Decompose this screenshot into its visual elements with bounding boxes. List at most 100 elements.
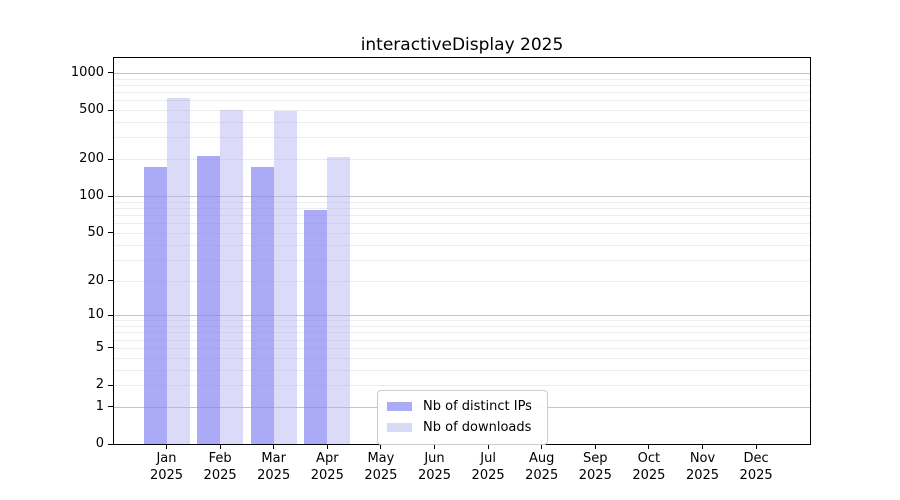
x-tick-mark [755,444,757,449]
gridline-minor [114,385,810,386]
y-tick-mark [108,109,113,111]
gridline-minor [114,215,810,216]
gridline-minor [114,259,810,261]
x-tick-label: Feb 2025 [188,450,252,484]
y-tick-label: 5 [95,339,104,355]
x-tick-month: Oct [637,451,661,466]
legend-swatch-downloads [387,423,412,432]
y-tick-mark [108,384,113,386]
x-tick-mark [648,444,650,449]
x-tick-month: Sep [583,451,608,466]
gridline-minor [114,159,810,161]
x-tick-month: Aug [528,451,555,466]
x-tick-year: 2025 [364,468,398,483]
gridline-minor [114,78,810,80]
grid-layer [114,58,810,444]
legend-row-downloads: Nb of downloads [387,417,538,438]
x-tick-label: Sep 2025 [563,450,627,484]
x-tick-year: 2025 [578,468,612,483]
y-tick-label: 10 [87,307,104,323]
y-tick-mark [108,72,113,74]
x-tick-month: May [367,451,395,466]
y-tick-label: 1 [95,398,104,414]
bar-distinct-ips [197,155,221,444]
legend-label-downloads: Nb of downloads [423,420,532,435]
x-tick-mark [487,444,489,449]
x-tick-mark [541,444,543,449]
x-tick-year: 2025 [525,468,559,483]
x-tick-mark [594,444,596,449]
y-tick-label: 200 [79,151,104,167]
x-tick-year: 2025 [685,468,720,483]
x-tick-label: Jan 2025 [135,450,199,484]
gridline-major [114,72,810,74]
gridline-minor [114,137,810,139]
y-tick-mark [108,406,113,408]
x-tick-label: Oct 2025 [617,450,681,484]
gridline-minor [114,339,810,341]
x-tick-mark [219,444,221,449]
x-tick-label: Aug 2025 [510,450,574,484]
y-tick-label: 20 [87,272,104,288]
gridline-major [114,315,810,317]
bar-downloads [273,110,297,444]
gridline-minor [114,326,810,327]
legend-row-distinct-ips: Nb of distinct IPs [387,396,538,417]
bar-downloads [166,98,190,444]
gridline-minor [114,369,810,371]
x-tick-month: Nov [689,451,716,466]
bar-layer [114,58,810,444]
gridline-minor [114,244,810,246]
gridline-minor [114,357,810,359]
x-tick-label: Dec 2025 [724,450,788,484]
x-tick-year: 2025 [739,468,773,483]
x-tick-label: Jul 2025 [456,450,520,484]
gridline-minor [114,92,810,93]
x-tick-year: 2025 [471,468,505,483]
gridline-minor [114,320,810,322]
y-tick-mark [108,443,113,445]
x-tick-mark [273,444,275,449]
plot-area: 0 1 2 5 10 20 50 100 200 500 1000 Jan 2025 Feb 2025 Mar… [71,57,811,483]
y-tick-mark [108,280,113,281]
x-tick-mark [434,444,435,449]
gridline-minor [114,84,810,86]
bar-distinct-ips [250,167,274,444]
gridline-minor [114,232,810,234]
x-tick-month: Mar [261,451,286,466]
y-tick-label: 50 [87,224,104,240]
y-tick-label: 500 [79,102,104,118]
x-tick-year: 2025 [203,468,237,483]
x-tick-year: 2025 [417,468,452,483]
y-tick-mark [108,314,113,316]
x-tick-label: May 2025 [349,450,413,484]
x-tick-mark [380,444,382,449]
x-tick-year: 2025 [310,468,344,483]
x-tick-month: Jun [424,451,445,466]
x-tick-label: Nov 2025 [671,450,735,484]
x-tick-mark [702,444,703,449]
legend: Nb of distinct IPs Nb of downloads [377,390,548,445]
chart-title: interactiveDisplay 2025 [360,35,564,55]
bar-downloads [220,110,244,444]
gridline-minor [114,347,810,349]
x-tick-month: Dec [743,451,769,466]
x-tick-year: 2025 [257,468,291,483]
bar-distinct-ips [143,167,167,444]
y-tick-label: 100 [79,188,104,204]
x-tick-label: Jun 2025 [403,450,467,484]
x-tick-year: 2025 [149,468,184,483]
x-tick-mark [326,444,328,449]
gridline-major [114,196,810,198]
legend-swatch-distinct-ips [387,402,412,411]
bar-distinct-ips [304,210,328,444]
gridline-minor [114,122,810,123]
gridline-minor [114,110,810,112]
y-tick-mark [108,195,113,197]
gridline-minor [114,280,810,282]
gridline-minor [114,100,810,102]
gridline-minor [114,201,810,203]
gridline-minor [114,223,810,225]
y-tick-mark [108,158,113,160]
